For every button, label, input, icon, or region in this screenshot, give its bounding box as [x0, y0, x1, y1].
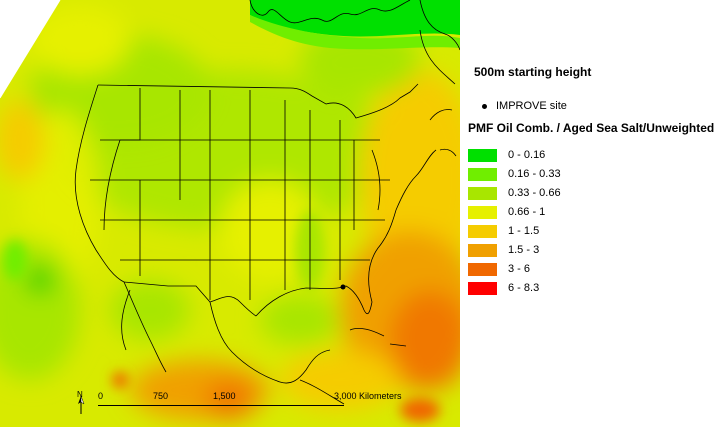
- legend-class-label: 0 - 0.16: [508, 149, 546, 161]
- legend-swatch: [468, 168, 497, 181]
- legend-swatch: [468, 187, 497, 200]
- legend-class-label: 1 - 1.5: [508, 225, 540, 237]
- legend-class-label: 3 - 6: [508, 263, 531, 275]
- site-dot-icon: [482, 103, 487, 109]
- boundary-lines: [74, 0, 460, 405]
- legend-pmf-title: PMF Oil Comb. / Aged Sea Salt/Unweighted: [468, 121, 715, 135]
- legend-panel: 500m starting height IMPROVE site PMF Oi…: [462, 0, 728, 427]
- north-arrow-icon: [78, 395, 85, 414]
- legend-swatch: [468, 282, 497, 295]
- legend-swatch: [468, 244, 497, 257]
- legend-class-label: 0.33 - 0.66: [508, 187, 561, 199]
- concentration-surface: [0, 0, 460, 427]
- legend-swatch: [468, 206, 497, 219]
- legend-class-label: 6 - 8.3: [508, 282, 540, 294]
- map-panel[interactable]: N 0 750 1,500 3,000 Kilometers: [0, 0, 460, 427]
- scale-tick-1500: 1,500: [213, 391, 236, 401]
- north-label: N: [77, 390, 83, 399]
- improve-site-marker[interactable]: [340, 284, 346, 290]
- scale-bar: 0 750 1,500 3,000 Kilometers: [98, 391, 410, 421]
- scale-line: [98, 405, 344, 406]
- legend-site-label: IMPROVE site: [496, 100, 567, 112]
- legend-swatch: [468, 263, 497, 276]
- legend-class-label: 0.16 - 0.33: [508, 168, 561, 180]
- legend-class-label: 0.66 - 1: [508, 206, 546, 218]
- legend-class-label: 1.5 - 3: [508, 244, 540, 256]
- legend-swatch: [468, 225, 497, 238]
- legend-swatch: [468, 149, 497, 162]
- north-arrow: N: [74, 390, 88, 416]
- legend-height-title: 500m starting height: [474, 65, 592, 79]
- scale-tick-3000: 3,000 Kilometers: [334, 391, 402, 401]
- scale-tick-750: 750: [153, 391, 169, 401]
- scale-tick-0: 0: [98, 391, 104, 401]
- concentration-map[interactable]: [0, 0, 460, 427]
- legend-site-entry: IMPROVE site: [482, 100, 567, 112]
